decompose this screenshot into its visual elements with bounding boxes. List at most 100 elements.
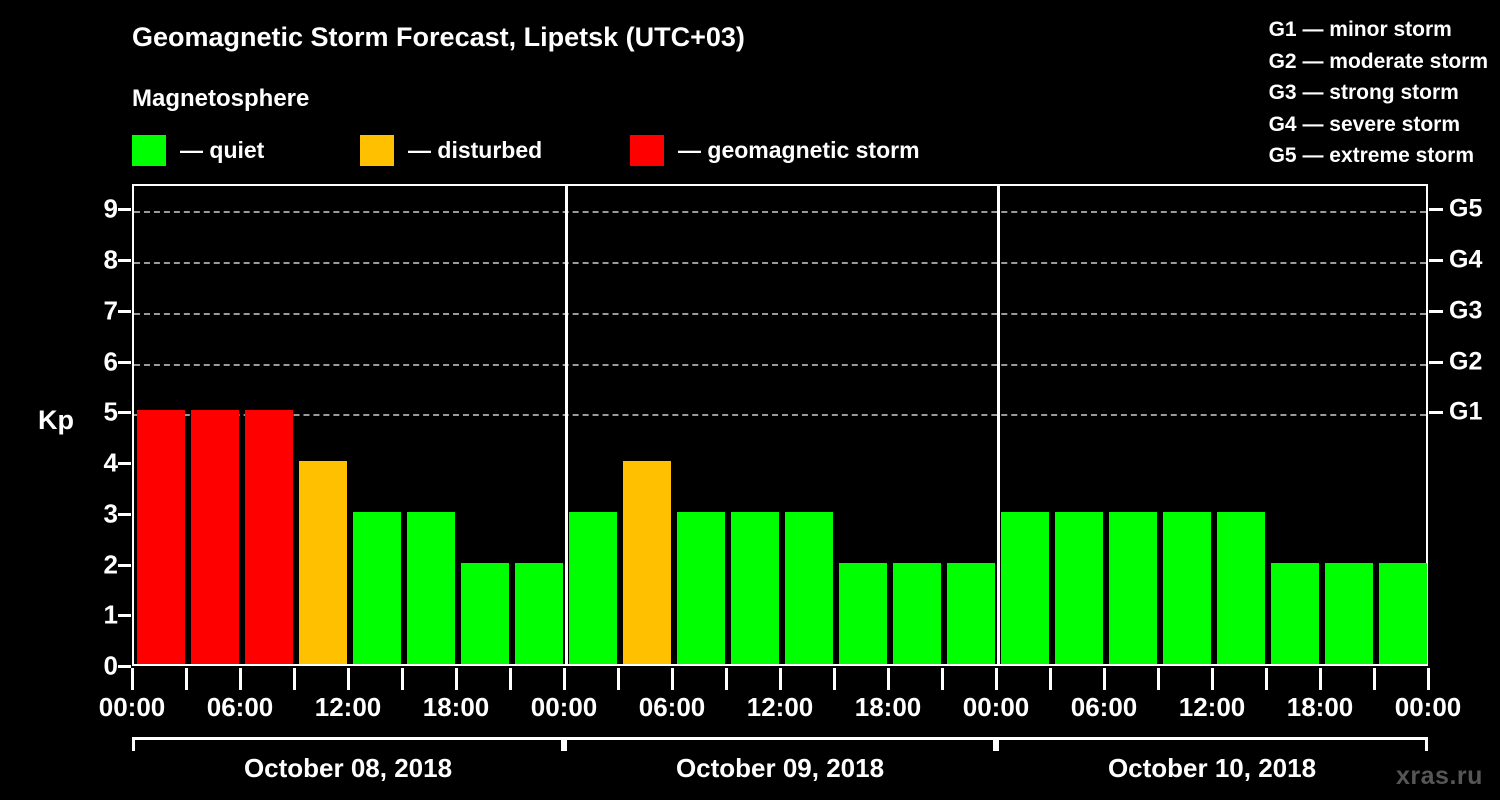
x-tick-label: 06:00 (1070, 692, 1138, 722)
y-tick-label: 1 (103, 599, 118, 630)
g-scale-row: G4 — severe storm (1268, 112, 1461, 136)
x-tick-mark (562, 668, 566, 690)
bar (407, 511, 455, 664)
y-tick-mark (118, 665, 131, 668)
gridline (134, 414, 1426, 417)
g-scale-row: G2 — moderate storm (1268, 49, 1488, 73)
magnetosphere-legend: — quiet — disturbed — geomagnetic storm (132, 133, 1032, 167)
x-tick-mark (400, 668, 404, 690)
bar (191, 410, 239, 664)
g-scale-legend: G1 — minor storm G2 — moderate storm G3 — … (1269, 14, 1488, 172)
g-tick-label: G5 (1449, 194, 1483, 223)
x-tick-mark (130, 668, 134, 690)
g-tick-label: G1 (1449, 397, 1483, 426)
gridline (134, 363, 1426, 366)
red-square-icon (630, 134, 664, 166)
legend-item: — quiet (132, 133, 264, 167)
y-tick-label: 7 (103, 295, 118, 326)
g-tick-mark (1429, 411, 1443, 415)
gridline (134, 211, 1426, 214)
x-tick-mark (940, 668, 944, 690)
bar (137, 410, 185, 664)
day-divider (996, 186, 1000, 664)
date-bracket (132, 737, 564, 751)
x-tick-label: 00:00 (962, 692, 1030, 722)
y-tick-label: 5 (103, 396, 118, 427)
page-title: Geomagnetic Storm Forecast, Lipetsk (UTC… (132, 22, 745, 52)
y-tick-label: 3 (103, 498, 118, 529)
x-tick-mark (1372, 668, 1376, 690)
x-tick-label: 18:00 (1286, 692, 1354, 722)
gridline (134, 312, 1426, 315)
date-bracket (996, 737, 1428, 751)
g-tick-mark (1429, 309, 1443, 313)
bar (1001, 511, 1049, 664)
x-tick-mark (508, 668, 512, 690)
x-tick-mark (1264, 668, 1268, 690)
y-tick-label: 4 (103, 447, 118, 478)
x-tick-mark (238, 668, 242, 690)
bar (1163, 511, 1211, 664)
x-tick-mark (994, 668, 998, 690)
bar (299, 461, 347, 664)
x-tick-mark (616, 668, 620, 690)
x-tick-label: 18:00 (422, 692, 490, 722)
x-tick-label: 12:00 (1178, 692, 1246, 722)
g-scale-row: G5 — extreme storm (1268, 144, 1475, 167)
y-tick-label: 2 (103, 549, 118, 580)
watermark: xras.ru (1396, 762, 1483, 790)
x-tick-mark (778, 668, 782, 690)
x-tick-mark (1156, 668, 1160, 690)
x-tick-label: 06:00 (638, 692, 706, 722)
y-tick-label: 9 (103, 193, 118, 224)
bar (353, 511, 401, 664)
bar (785, 511, 833, 664)
x-tick-mark (292, 668, 296, 690)
x-tick-mark (346, 668, 350, 690)
bar (893, 562, 941, 664)
plot-area (132, 184, 1428, 666)
y-tick-mark (118, 208, 131, 212)
date-label: October 09, 2018 (675, 753, 885, 783)
bar (1217, 511, 1265, 664)
y-tick-mark (118, 614, 131, 618)
date-bracket (564, 737, 996, 751)
x-tick-mark (1426, 668, 1430, 690)
y-axis-tick-labels: 0 1 2 3 4 5 6 7 8 9 (88, 184, 118, 681)
y-tick-label: 8 (103, 244, 118, 275)
x-tick-label: 00:00 (98, 692, 166, 722)
g-tick-mark (1429, 208, 1443, 212)
legend-item: — geomagnetic storm (630, 133, 920, 167)
y-tick-mark (118, 309, 131, 313)
bar (623, 461, 671, 664)
legend-item-label: — geomagnetic storm (678, 136, 920, 163)
g-tick-mark (1429, 259, 1443, 263)
plot-inner (134, 186, 1427, 664)
y-tick-label: 0 (103, 650, 118, 681)
x-tick-mark (832, 668, 836, 690)
x-tick-label: 00:00 (530, 692, 598, 722)
g-tick-label: G4 (1449, 245, 1483, 274)
bar (947, 562, 995, 664)
y-tick-label: 6 (103, 346, 118, 377)
legend-item: — disturbed (360, 133, 542, 167)
x-tick-label: 12:00 (746, 692, 814, 722)
bar (515, 562, 563, 664)
x-tick-mark (184, 668, 188, 690)
legend-heading: Magnetosphere (132, 85, 310, 112)
g-scale-row: G3 — strong storm (1268, 81, 1459, 104)
bar (1271, 562, 1319, 664)
bar (569, 511, 617, 664)
g-tick-label: G3 (1449, 296, 1483, 325)
y-tick-mark (118, 462, 131, 466)
bar (1109, 511, 1157, 664)
g-scale-row: G1 — minor storm (1268, 18, 1452, 41)
y-tick-mark (118, 259, 131, 263)
x-tick-mark (670, 668, 674, 690)
bar (839, 562, 887, 664)
bar (677, 511, 725, 664)
x-tick-mark (886, 668, 890, 690)
x-tick-mark (1048, 668, 1052, 690)
green-square-icon (132, 134, 166, 166)
